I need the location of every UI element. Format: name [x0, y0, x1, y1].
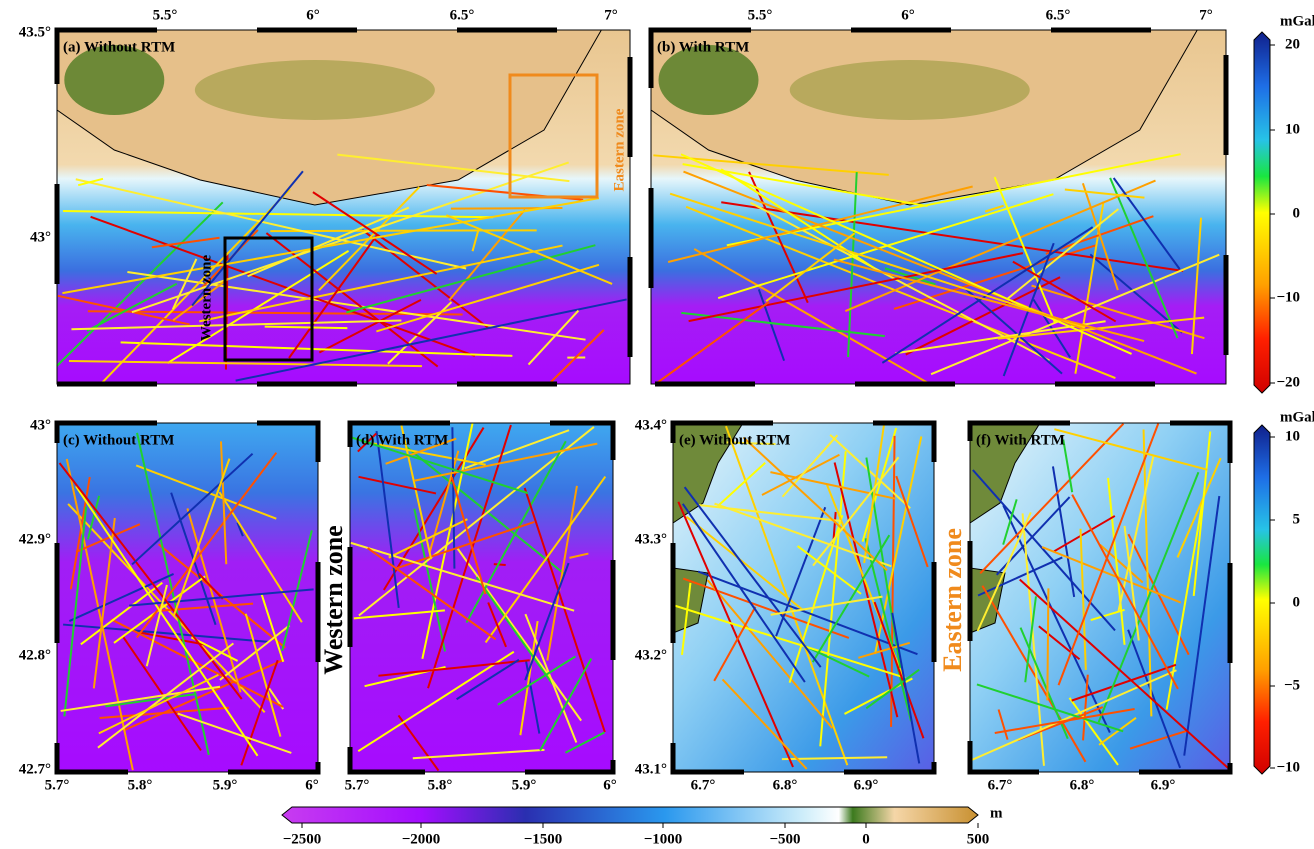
x-tick-label: 5.8°	[428, 777, 453, 793]
ship-track	[270, 230, 536, 231]
land-relief	[659, 45, 759, 115]
x-tick-label: 5.8°	[128, 777, 153, 793]
colorbar-tick-label: −1500	[524, 831, 563, 847]
x-tick-label: 6.7°	[691, 777, 716, 793]
panel-label: (a) Without RTM	[63, 39, 175, 55]
colorbar-tick-label: 0	[862, 831, 870, 847]
x-tick-label: 6°	[306, 7, 320, 23]
colorbar-tick-label: −2000	[402, 831, 441, 847]
colorbar-tick-label: −10	[1276, 759, 1300, 775]
zone-label: Eastern zone	[611, 108, 627, 191]
colorbar-tick-label: −2500	[283, 831, 322, 847]
y-tick-label: 43°	[30, 417, 51, 433]
y-tick-label: 42.8°	[19, 647, 51, 663]
land-relief	[64, 45, 164, 115]
land-relief	[195, 60, 435, 120]
x-tick-label: 6°	[901, 7, 915, 23]
colorbar-unit: mGal	[1280, 13, 1314, 29]
x-tick-label: 7°	[604, 7, 618, 23]
x-tick-label: 5.7°	[345, 777, 370, 793]
y-tick-label: 43.5°	[19, 24, 51, 40]
ship-track	[494, 564, 506, 565]
colorbar	[1254, 32, 1270, 393]
colorbar-tick-label: 20	[1285, 36, 1300, 52]
x-tick-label: 6.5°	[450, 7, 475, 23]
map-panel: (d) With RTM 5.7° 5.8° 5.9° 6°	[345, 423, 617, 793]
x-tick-label: 7°	[1199, 7, 1213, 23]
colorbar-tick-label: −10	[1276, 289, 1300, 305]
x-tick-label: 6.7°	[988, 777, 1013, 793]
zone-label: Western zone	[198, 255, 214, 342]
x-tick-label: 5.5°	[748, 7, 773, 23]
colorbar-tick-label: 5	[1293, 511, 1301, 527]
y-tick-label: 43.1°	[635, 761, 667, 777]
y-tick-label: 43.4°	[635, 417, 667, 433]
x-tick-label: 6.8°	[773, 777, 798, 793]
x-tick-label: 5.5°	[153, 7, 178, 23]
panel-label: (e) Without RTM	[679, 432, 790, 448]
map-background	[350, 423, 613, 772]
y-tick-label: 43°	[30, 229, 51, 245]
colorbar-tick-label: 0	[1293, 594, 1301, 610]
colorbar-unit: m	[990, 805, 1003, 821]
panel-label: (b) With RTM	[657, 39, 749, 55]
land-relief	[790, 60, 1030, 120]
colorbar-tick-label: 10	[1285, 121, 1300, 137]
x-tick-label: 6.9°	[854, 777, 879, 793]
y-tick-label: 43.2°	[635, 647, 667, 663]
x-tick-label: 6°	[305, 777, 319, 793]
colorbar-tick-label: −20	[1276, 374, 1300, 390]
map-panel: (f) With RTM 6.7° 6.8° 6.9°	[970, 423, 1230, 793]
x-tick-label: 5.7°	[45, 777, 70, 793]
colorbar	[282, 807, 978, 823]
colorbar	[1254, 425, 1270, 774]
x-tick-label: 5.9°	[213, 777, 238, 793]
x-tick-label: 6.5°	[1046, 7, 1071, 23]
y-tick-label: 42.7°	[19, 761, 51, 777]
zone-title: Western zone	[319, 525, 348, 674]
panel-label: (f) With RTM	[976, 432, 1065, 448]
colorbar-tick-label: −1000	[644, 831, 683, 847]
x-tick-label: 6°	[603, 777, 617, 793]
colorbar-tick-label: 500	[967, 831, 990, 847]
panel-label: (d) With RTM	[356, 432, 448, 448]
colorbar-unit: mGal	[1280, 409, 1314, 425]
map-panel: (c) Without RTM 5.7° 5.8° 5.9° 6° 43° 42.9° 42.…	[19, 417, 319, 793]
panel-label: (c) Without RTM	[63, 432, 174, 448]
x-tick-label: 6.8°	[1070, 777, 1095, 793]
figure: (a) Without RTM 5.5° 6° 6.5° 7° 43.5° 43° (b) W…	[0, 0, 1314, 849]
zone-title: Eastern zone	[938, 528, 967, 672]
colorbar-tick-label: 0	[1293, 205, 1301, 221]
colorbar-tick-label: 10	[1285, 428, 1300, 444]
y-tick-label: 43.3°	[635, 531, 667, 547]
map-panel: (b) With RTM 5.5° 6° 6.5° 7°	[651, 7, 1226, 384]
colorbar-tick-label: −5	[1284, 677, 1300, 693]
x-tick-label: 6.9°	[1151, 777, 1176, 793]
x-tick-label: 5.9°	[512, 777, 537, 793]
y-tick-label: 42.9°	[19, 531, 51, 547]
ship-track	[1047, 588, 1048, 700]
map-panel: (e) Without RTM 6.7° 6.8° 6.9° 43.4° 43.3° 43.…	[635, 417, 934, 793]
colorbar-tick-label: −500	[769, 831, 800, 847]
